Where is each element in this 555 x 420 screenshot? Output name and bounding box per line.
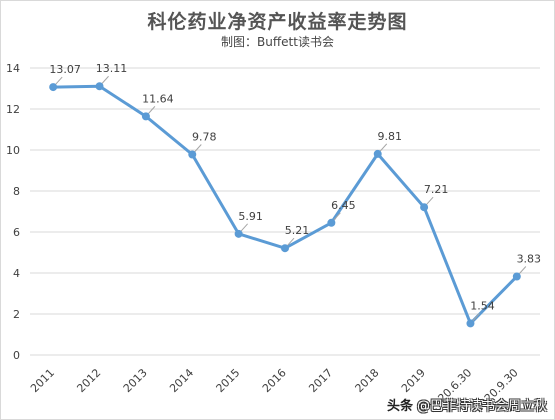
x-tick-label: 2015 (214, 366, 243, 395)
data-point (141, 112, 150, 121)
x-tick-label: 2011 (28, 366, 57, 395)
data-point (512, 272, 521, 281)
data-label: 11.64 (142, 92, 174, 105)
data-label: 9.78 (192, 131, 217, 144)
y-tick-label: 10 (6, 144, 20, 157)
x-tick-label: 2013 (121, 366, 150, 395)
y-tick-label: 14 (6, 62, 20, 75)
data-label: 3.83 (517, 252, 542, 265)
data-point (49, 83, 58, 92)
data-label: 1.54 (470, 299, 495, 312)
data-label: 5.91 (238, 210, 263, 223)
chart-subtitle: 制图：Buffett读书会 (221, 35, 334, 49)
data-label: 7.21 (424, 183, 449, 196)
x-tick-label: 2012 (74, 366, 103, 395)
data-point (466, 319, 475, 328)
data-label: 13.11 (96, 62, 128, 75)
x-tick-label: 2018 (353, 366, 382, 395)
data-point (420, 203, 429, 212)
data-point (373, 149, 382, 158)
data-point (234, 229, 243, 238)
chart-title: 科伦药业净资产收益率走势图 (147, 11, 408, 33)
data-label: 5.21 (285, 224, 310, 237)
y-tick-label: 6 (13, 226, 20, 239)
watermark-brand: 头条 (386, 399, 413, 414)
x-tick-label: 2017 (306, 366, 335, 395)
y-tick-label: 8 (13, 185, 20, 198)
y-tick-label: 2 (13, 308, 20, 321)
x-tick-label: 2016 (260, 366, 289, 395)
x-tick-label: 2019 (399, 366, 428, 395)
watermark-author: @巴菲特读书会周立秋 (416, 399, 547, 414)
y-tick-label: 4 (13, 267, 20, 280)
data-point (188, 150, 197, 159)
x-tick-label: 2014 (167, 366, 196, 395)
y-tick-label: 0 (13, 349, 20, 362)
data-label: 6.45 (331, 199, 356, 212)
data-point (327, 218, 336, 227)
watermark: 头条 @巴菲特读书会周立秋 (387, 395, 547, 414)
data-point (281, 244, 289, 253)
y-tick-label: 12 (6, 103, 20, 116)
data-label: 9.81 (377, 130, 402, 143)
series-line (51, 84, 519, 325)
data-point (95, 82, 104, 91)
data-label: 13.07 (49, 63, 81, 76)
